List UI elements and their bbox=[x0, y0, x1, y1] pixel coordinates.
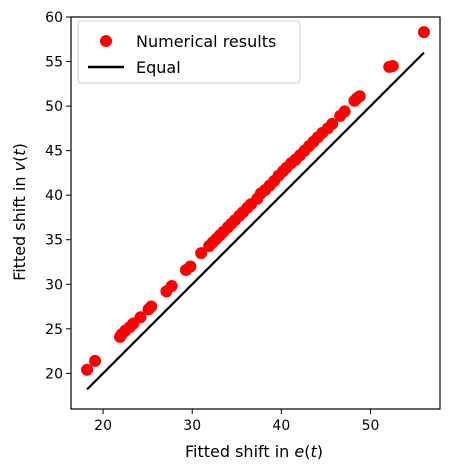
equal-line bbox=[86, 51, 425, 391]
y-tick-label: 40 bbox=[45, 188, 63, 204]
y-tick-label: 55 bbox=[45, 55, 63, 71]
data-point bbox=[134, 311, 147, 324]
x-tick-label: 30 bbox=[183, 418, 201, 434]
y-tick-label: 30 bbox=[45, 277, 63, 293]
y-tick-label: 60 bbox=[45, 10, 63, 26]
data-point bbox=[165, 280, 178, 293]
y-tick-label: 35 bbox=[45, 233, 63, 249]
y-axis-label: Fitted shift in v(t) bbox=[10, 143, 29, 281]
x-tick-label: 50 bbox=[362, 418, 380, 434]
legend: Numerical results Equal bbox=[77, 20, 301, 84]
plot-frame bbox=[70, 16, 441, 410]
x-tick-label: 40 bbox=[272, 418, 290, 434]
x-tick-label: 20 bbox=[94, 418, 112, 434]
y-tick-label: 20 bbox=[45, 366, 63, 382]
data-point bbox=[145, 300, 158, 313]
data-point bbox=[184, 260, 197, 273]
data-point bbox=[386, 60, 399, 72]
data-point bbox=[89, 354, 102, 367]
y-tick-label: 45 bbox=[45, 144, 63, 160]
legend-marker-numerical-results bbox=[100, 35, 112, 47]
legend-box bbox=[77, 20, 301, 84]
data-point bbox=[338, 105, 351, 118]
y-tick-label: 50 bbox=[45, 99, 63, 115]
data-point bbox=[195, 247, 208, 260]
legend-label-numerical-results: Numerical results bbox=[136, 32, 276, 51]
x-axis-label: Fitted shift in e(t) bbox=[185, 442, 323, 461]
legend-label-equal: Equal bbox=[136, 58, 181, 77]
data-point bbox=[81, 363, 94, 376]
equal-series bbox=[86, 51, 425, 391]
data-point bbox=[353, 90, 366, 103]
numerical-results-series bbox=[81, 26, 430, 376]
axis-ticks: 20 30 40 50 20 25 30 35 40 45 50 55 60 bbox=[45, 10, 379, 434]
y-tick-label: 25 bbox=[45, 322, 63, 338]
data-point bbox=[326, 117, 339, 130]
data-point bbox=[417, 26, 430, 39]
